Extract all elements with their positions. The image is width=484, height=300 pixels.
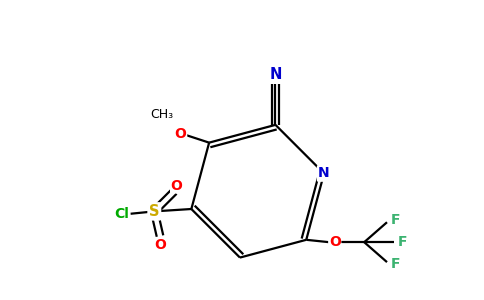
Text: F: F — [397, 235, 407, 249]
Text: O: O — [175, 127, 186, 141]
Text: O: O — [154, 238, 166, 252]
Text: CH₃: CH₃ — [150, 108, 173, 121]
Text: F: F — [391, 213, 400, 227]
Text: F: F — [391, 257, 400, 272]
Text: O: O — [171, 179, 182, 193]
Text: N: N — [318, 167, 330, 180]
Text: Cl: Cl — [115, 207, 129, 221]
Text: N: N — [269, 67, 282, 82]
Text: O: O — [329, 235, 341, 249]
Text: S: S — [149, 204, 160, 219]
